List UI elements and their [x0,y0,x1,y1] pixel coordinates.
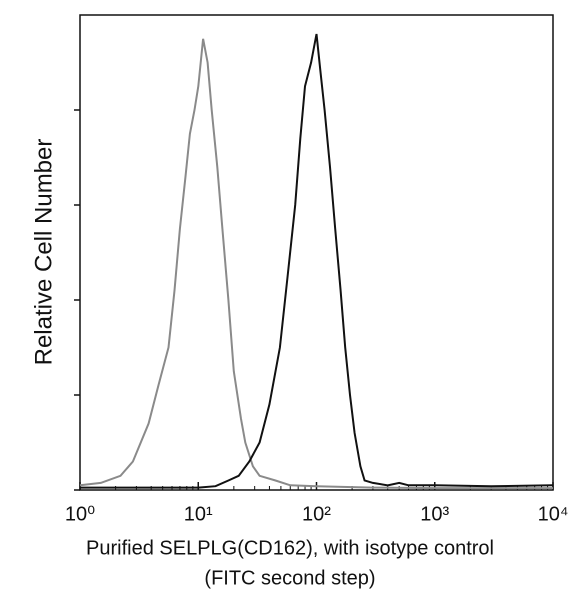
plot-frame [79,14,554,491]
histogram-line [80,33,554,489]
x-tick-label: 10⁴ [538,503,569,525]
x-axis-label: Purified SELPLG(CD162), with isotype con… [86,537,494,559]
x-tick-label: 10¹ [184,503,213,525]
x-axis-label: (FITC second step) [204,567,375,589]
x-tick-label: 10² [302,503,331,525]
y-axis-label: Relative Cell Number [30,139,57,366]
x-tick-label: 10³ [420,503,449,525]
histogram-line [79,38,553,490]
x-tick-label: 10⁰ [65,503,95,525]
